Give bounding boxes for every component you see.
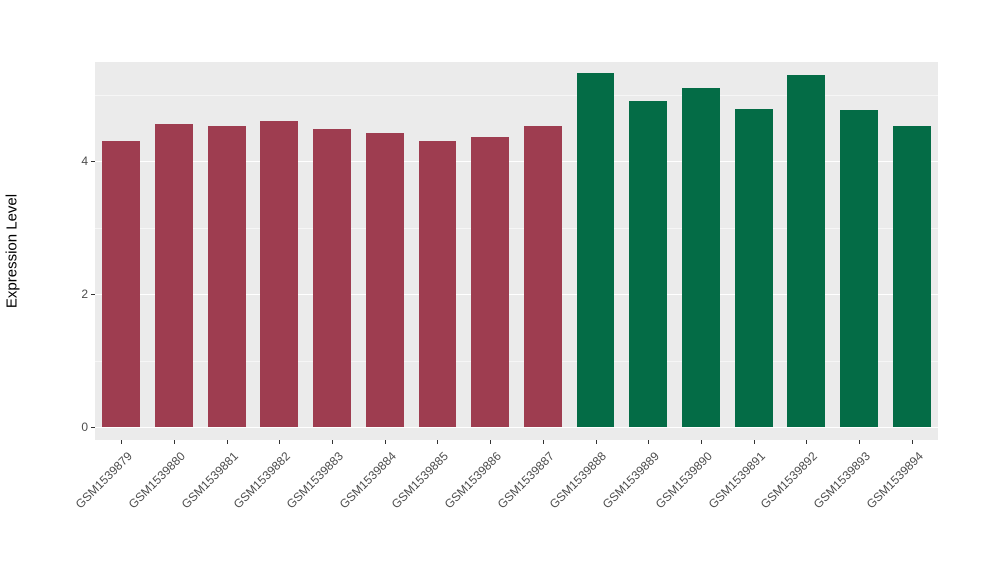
x-tick-mark	[332, 440, 334, 444]
gridline-minor	[95, 227, 938, 229]
x-tick-mark	[911, 440, 913, 444]
bar	[523, 126, 562, 427]
y-tick-label: 4	[81, 154, 88, 168]
bar	[576, 73, 615, 427]
gridline-minor	[95, 94, 938, 96]
y-axis-title: Expression Level	[3, 193, 21, 309]
x-tick-mark	[279, 440, 281, 444]
gridline-minor	[95, 360, 938, 362]
x-tick-mark	[121, 440, 123, 444]
bar	[155, 124, 193, 427]
plot-panel	[95, 62, 938, 440]
x-tick-mark	[384, 440, 386, 444]
bar	[365, 133, 404, 427]
x-tick-mark	[700, 440, 702, 444]
x-tick-mark	[542, 440, 544, 444]
bar	[681, 87, 720, 427]
y-tick-label: 0	[81, 420, 88, 434]
bar	[313, 129, 352, 427]
y-tick-mark	[91, 427, 95, 428]
bar	[207, 126, 246, 427]
bar	[102, 141, 141, 427]
x-tick-mark	[174, 440, 176, 444]
bar	[471, 137, 510, 427]
y-tick-mark	[91, 161, 95, 162]
bar	[892, 126, 931, 427]
x-tick-mark	[806, 440, 808, 444]
bar	[629, 101, 668, 427]
x-tick-mark	[858, 440, 860, 444]
bar	[840, 110, 878, 427]
bar	[418, 141, 457, 427]
x-tick-mark	[648, 440, 650, 444]
x-tick-mark	[490, 440, 492, 444]
y-tick-mark	[91, 294, 95, 295]
y-tick-label: 2	[81, 287, 88, 301]
gridline-major	[95, 427, 938, 428]
gridline-major	[95, 294, 938, 295]
x-tick-mark	[226, 440, 228, 444]
x-tick-mark	[753, 440, 755, 444]
x-tick-mark	[595, 440, 597, 444]
bar	[734, 109, 773, 427]
x-tick-mark	[437, 440, 439, 444]
bar	[787, 74, 826, 427]
bar	[260, 121, 299, 427]
gridline-major	[95, 161, 938, 162]
